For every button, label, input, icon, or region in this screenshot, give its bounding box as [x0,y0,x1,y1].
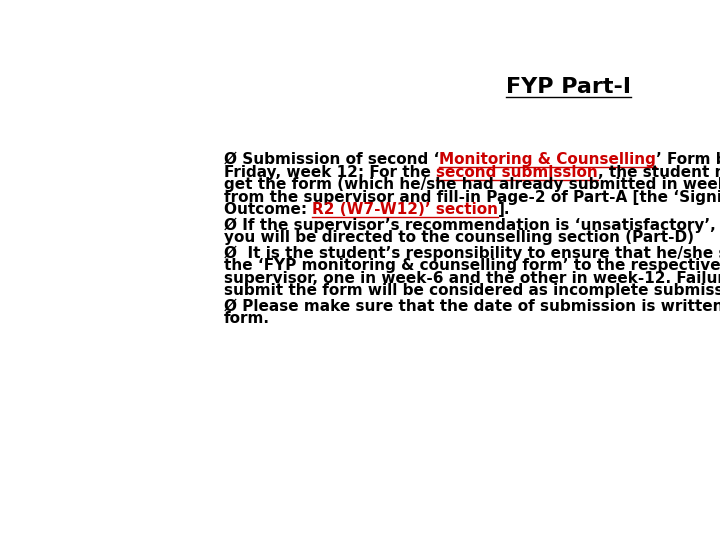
Text: get the form (which he/she had already submitted in week-6): get the form (which he/she had already s… [224,177,720,192]
Text: you will be directed to the counselling section (Part-D): you will be directed to the counselling … [224,230,694,245]
Text: from the supervisor and fill-in Page-2 of Part-A [the ‘Significant: from the supervisor and fill-in Page-2 o… [224,190,720,205]
Text: Monitoring & Counselling: Monitoring & Counselling [439,152,656,167]
Text: submit the form will be considered as incomplete submission.: submit the form will be considered as in… [224,283,720,298]
Text: supervisor, one in week-6 and the other in week-12. Failure to: supervisor, one in week-6 and the other … [224,271,720,286]
Text: Ø Please make sure that the date of submission is written on the: Ø Please make sure that the date of subm… [224,299,720,314]
Text: R2 (W7-W12)’ section: R2 (W7-W12)’ section [312,202,498,217]
Text: Outcome:: Outcome: [224,202,312,217]
Text: Friday, week 12: For the: Friday, week 12: For the [224,165,436,180]
Text: FYP Part-I: FYP Part-I [506,77,631,97]
Text: By Week 12
(Friday): By Week 12 (Friday) [112,165,213,197]
Text: the ‘FYP monitoring & counselling form’ to the respective: the ‘FYP monitoring & counselling form’ … [224,258,720,273]
Bar [107,140,631,460]
Text: ].: ]. [498,202,510,217]
Text: ’ Form by: ’ Form by [656,152,720,167]
Text: second submission: second submission [436,165,598,180]
Text: Ø Submission of second ‘: Ø Submission of second ‘ [224,152,439,167]
Text: form.: form. [224,311,270,326]
Text: Ø  It is the student’s responsibility to ensure that he/she submits: Ø It is the student’s responsibility to … [224,246,720,261]
Text: , the student must: , the student must [598,165,720,180]
Text: Ø If the supervisor’s recommendation is ‘unsatisfactory’, then: Ø If the supervisor’s recommendation is … [224,218,720,233]
